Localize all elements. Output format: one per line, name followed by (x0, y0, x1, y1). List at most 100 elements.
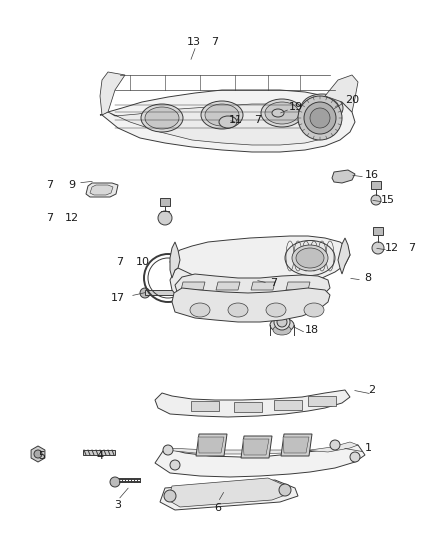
Text: 12: 12 (65, 213, 79, 223)
Polygon shape (155, 445, 365, 477)
Bar (83, 450, 115, 455)
Circle shape (277, 317, 287, 327)
Circle shape (180, 290, 186, 296)
Ellipse shape (219, 116, 237, 128)
Text: 15: 15 (381, 195, 395, 205)
Circle shape (164, 490, 176, 502)
Ellipse shape (272, 109, 284, 117)
Polygon shape (100, 72, 125, 115)
Bar (191, 401, 219, 411)
Circle shape (304, 102, 336, 134)
Polygon shape (160, 480, 298, 510)
Polygon shape (332, 170, 355, 183)
Polygon shape (251, 282, 275, 290)
Text: 4: 4 (96, 451, 103, 461)
Bar (371, 181, 381, 189)
Polygon shape (168, 478, 288, 507)
Text: 2: 2 (368, 385, 375, 395)
Text: 7: 7 (212, 37, 219, 47)
Polygon shape (196, 434, 227, 456)
Text: 20: 20 (345, 95, 359, 105)
Text: 10: 10 (136, 257, 150, 267)
Polygon shape (100, 90, 355, 152)
Ellipse shape (190, 303, 210, 317)
Text: 3: 3 (114, 500, 121, 510)
Polygon shape (338, 238, 350, 274)
Circle shape (372, 242, 384, 254)
Polygon shape (86, 183, 118, 197)
Text: 18: 18 (305, 325, 319, 335)
Circle shape (298, 96, 342, 140)
Circle shape (163, 445, 173, 455)
Ellipse shape (292, 245, 328, 271)
Circle shape (158, 211, 172, 225)
Text: 7: 7 (270, 278, 278, 288)
Text: 5: 5 (39, 451, 46, 461)
Polygon shape (286, 282, 310, 290)
Ellipse shape (301, 94, 343, 122)
Ellipse shape (205, 104, 239, 126)
Circle shape (110, 477, 120, 487)
Ellipse shape (304, 303, 324, 317)
Ellipse shape (270, 318, 294, 332)
Text: 12: 12 (385, 243, 399, 253)
Ellipse shape (141, 104, 183, 132)
Circle shape (274, 314, 290, 330)
Bar (373, 227, 383, 235)
Circle shape (310, 108, 330, 128)
Polygon shape (181, 282, 205, 290)
Polygon shape (216, 282, 240, 290)
Polygon shape (241, 436, 272, 458)
Text: 7: 7 (46, 213, 53, 223)
Text: 7: 7 (409, 243, 416, 253)
Text: 7: 7 (117, 257, 124, 267)
Polygon shape (172, 288, 330, 322)
Polygon shape (243, 439, 269, 455)
Text: 16: 16 (365, 170, 379, 180)
Circle shape (350, 452, 360, 462)
Polygon shape (170, 242, 180, 278)
Polygon shape (170, 268, 218, 305)
Polygon shape (198, 437, 224, 453)
Circle shape (34, 450, 42, 458)
Ellipse shape (273, 325, 291, 335)
Polygon shape (325, 75, 358, 112)
Polygon shape (31, 446, 45, 462)
Text: 9: 9 (68, 180, 76, 190)
Polygon shape (170, 236, 350, 285)
Text: 17: 17 (111, 293, 125, 303)
Ellipse shape (265, 102, 299, 124)
Circle shape (330, 440, 340, 450)
Polygon shape (108, 104, 338, 145)
Polygon shape (281, 434, 312, 456)
Ellipse shape (228, 303, 248, 317)
Text: 13: 13 (187, 37, 201, 47)
Bar (274, 400, 302, 410)
Ellipse shape (296, 248, 324, 268)
Text: 11: 11 (229, 115, 243, 125)
Circle shape (140, 288, 150, 298)
Ellipse shape (266, 303, 286, 317)
Ellipse shape (261, 99, 303, 127)
Bar (160, 198, 170, 206)
Bar (145, 290, 183, 295)
Circle shape (170, 460, 180, 470)
Text: 1: 1 (364, 443, 371, 453)
Ellipse shape (201, 101, 243, 129)
Ellipse shape (145, 107, 179, 129)
Polygon shape (165, 442, 358, 454)
Text: 8: 8 (364, 273, 371, 283)
Polygon shape (155, 390, 350, 417)
Text: 6: 6 (215, 503, 222, 513)
Bar (308, 396, 336, 406)
Polygon shape (283, 437, 309, 453)
Circle shape (279, 484, 291, 496)
Ellipse shape (305, 97, 339, 119)
Circle shape (371, 195, 381, 205)
Text: 7: 7 (254, 115, 261, 125)
Text: 7: 7 (46, 180, 53, 190)
Polygon shape (90, 185, 113, 195)
Text: 19: 19 (289, 102, 303, 112)
Polygon shape (175, 274, 330, 308)
Ellipse shape (285, 240, 335, 276)
